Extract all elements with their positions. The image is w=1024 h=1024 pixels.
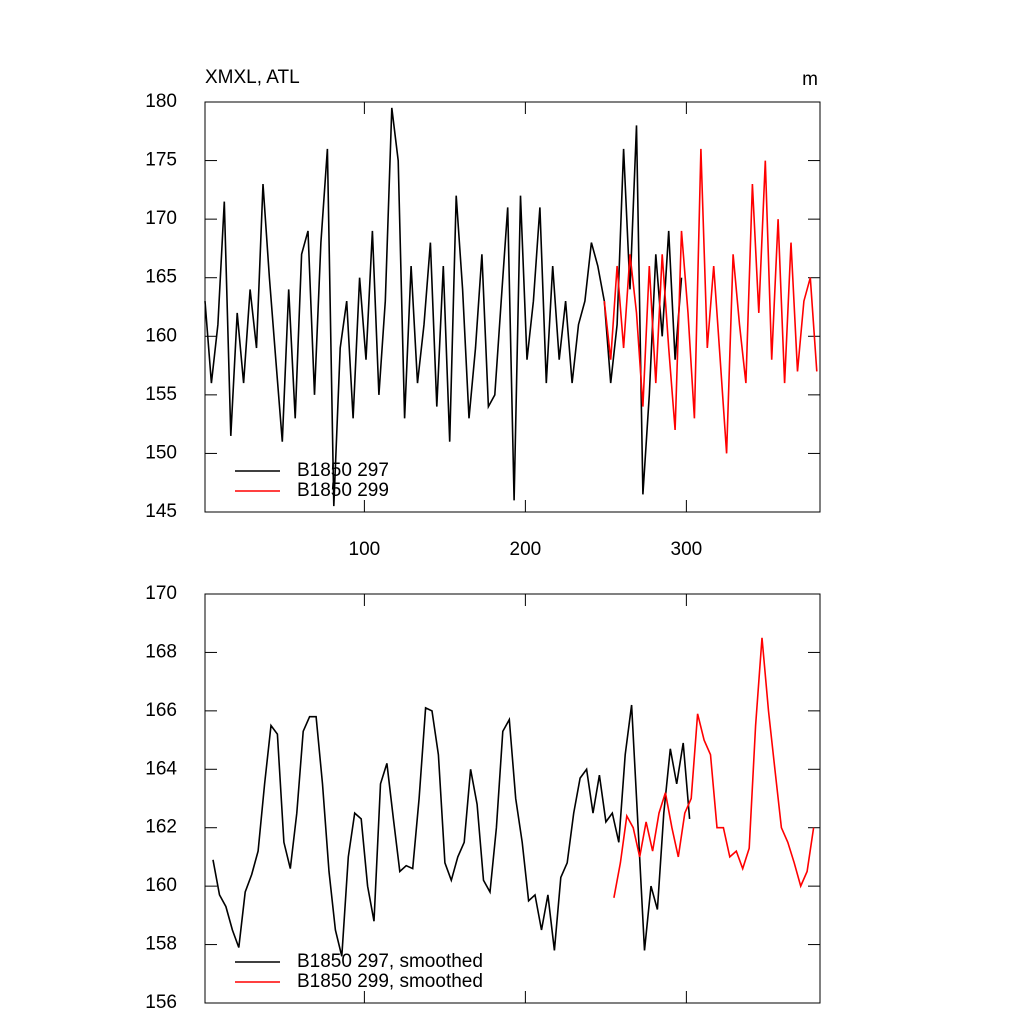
y-tick-label: 166 <box>145 700 177 721</box>
x-tick-label: 100 <box>349 539 381 560</box>
y-tick-label: 162 <box>145 817 177 838</box>
y-tick-label: 170 <box>145 208 177 229</box>
plot-frame <box>204 593 821 1004</box>
y-tick-label: 168 <box>145 641 177 662</box>
series-line <box>204 107 683 507</box>
series-line <box>212 704 691 957</box>
x-tick-label: 300 <box>671 539 703 560</box>
legend-label: B1850 297 <box>297 460 389 481</box>
legend-label: B1850 299, smoothed <box>297 971 483 992</box>
y-tick-label: 156 <box>145 992 177 1013</box>
y-tick-label: 145 <box>145 501 177 522</box>
x-tick-label: 200 <box>510 539 542 560</box>
legend-label: B1850 299 <box>297 480 389 501</box>
y-tick-label: 170 <box>145 583 177 604</box>
y-tick-label: 160 <box>145 325 177 346</box>
units-label: m <box>802 69 818 90</box>
y-tick-label: 164 <box>145 758 177 779</box>
y-tick-label: 158 <box>145 934 177 955</box>
y-tick-label: 155 <box>145 384 177 405</box>
y-tick-label: 160 <box>145 875 177 896</box>
y-tick-label: 175 <box>145 150 177 171</box>
series-line <box>613 637 815 898</box>
legend-label: B1850 297, smoothed <box>297 951 483 972</box>
y-tick-label: 165 <box>145 267 177 288</box>
y-tick-label: 180 <box>145 91 177 112</box>
series-line <box>603 148 818 454</box>
chart-title: XMXL, ATL <box>205 67 300 88</box>
y-tick-label: 150 <box>145 442 177 463</box>
